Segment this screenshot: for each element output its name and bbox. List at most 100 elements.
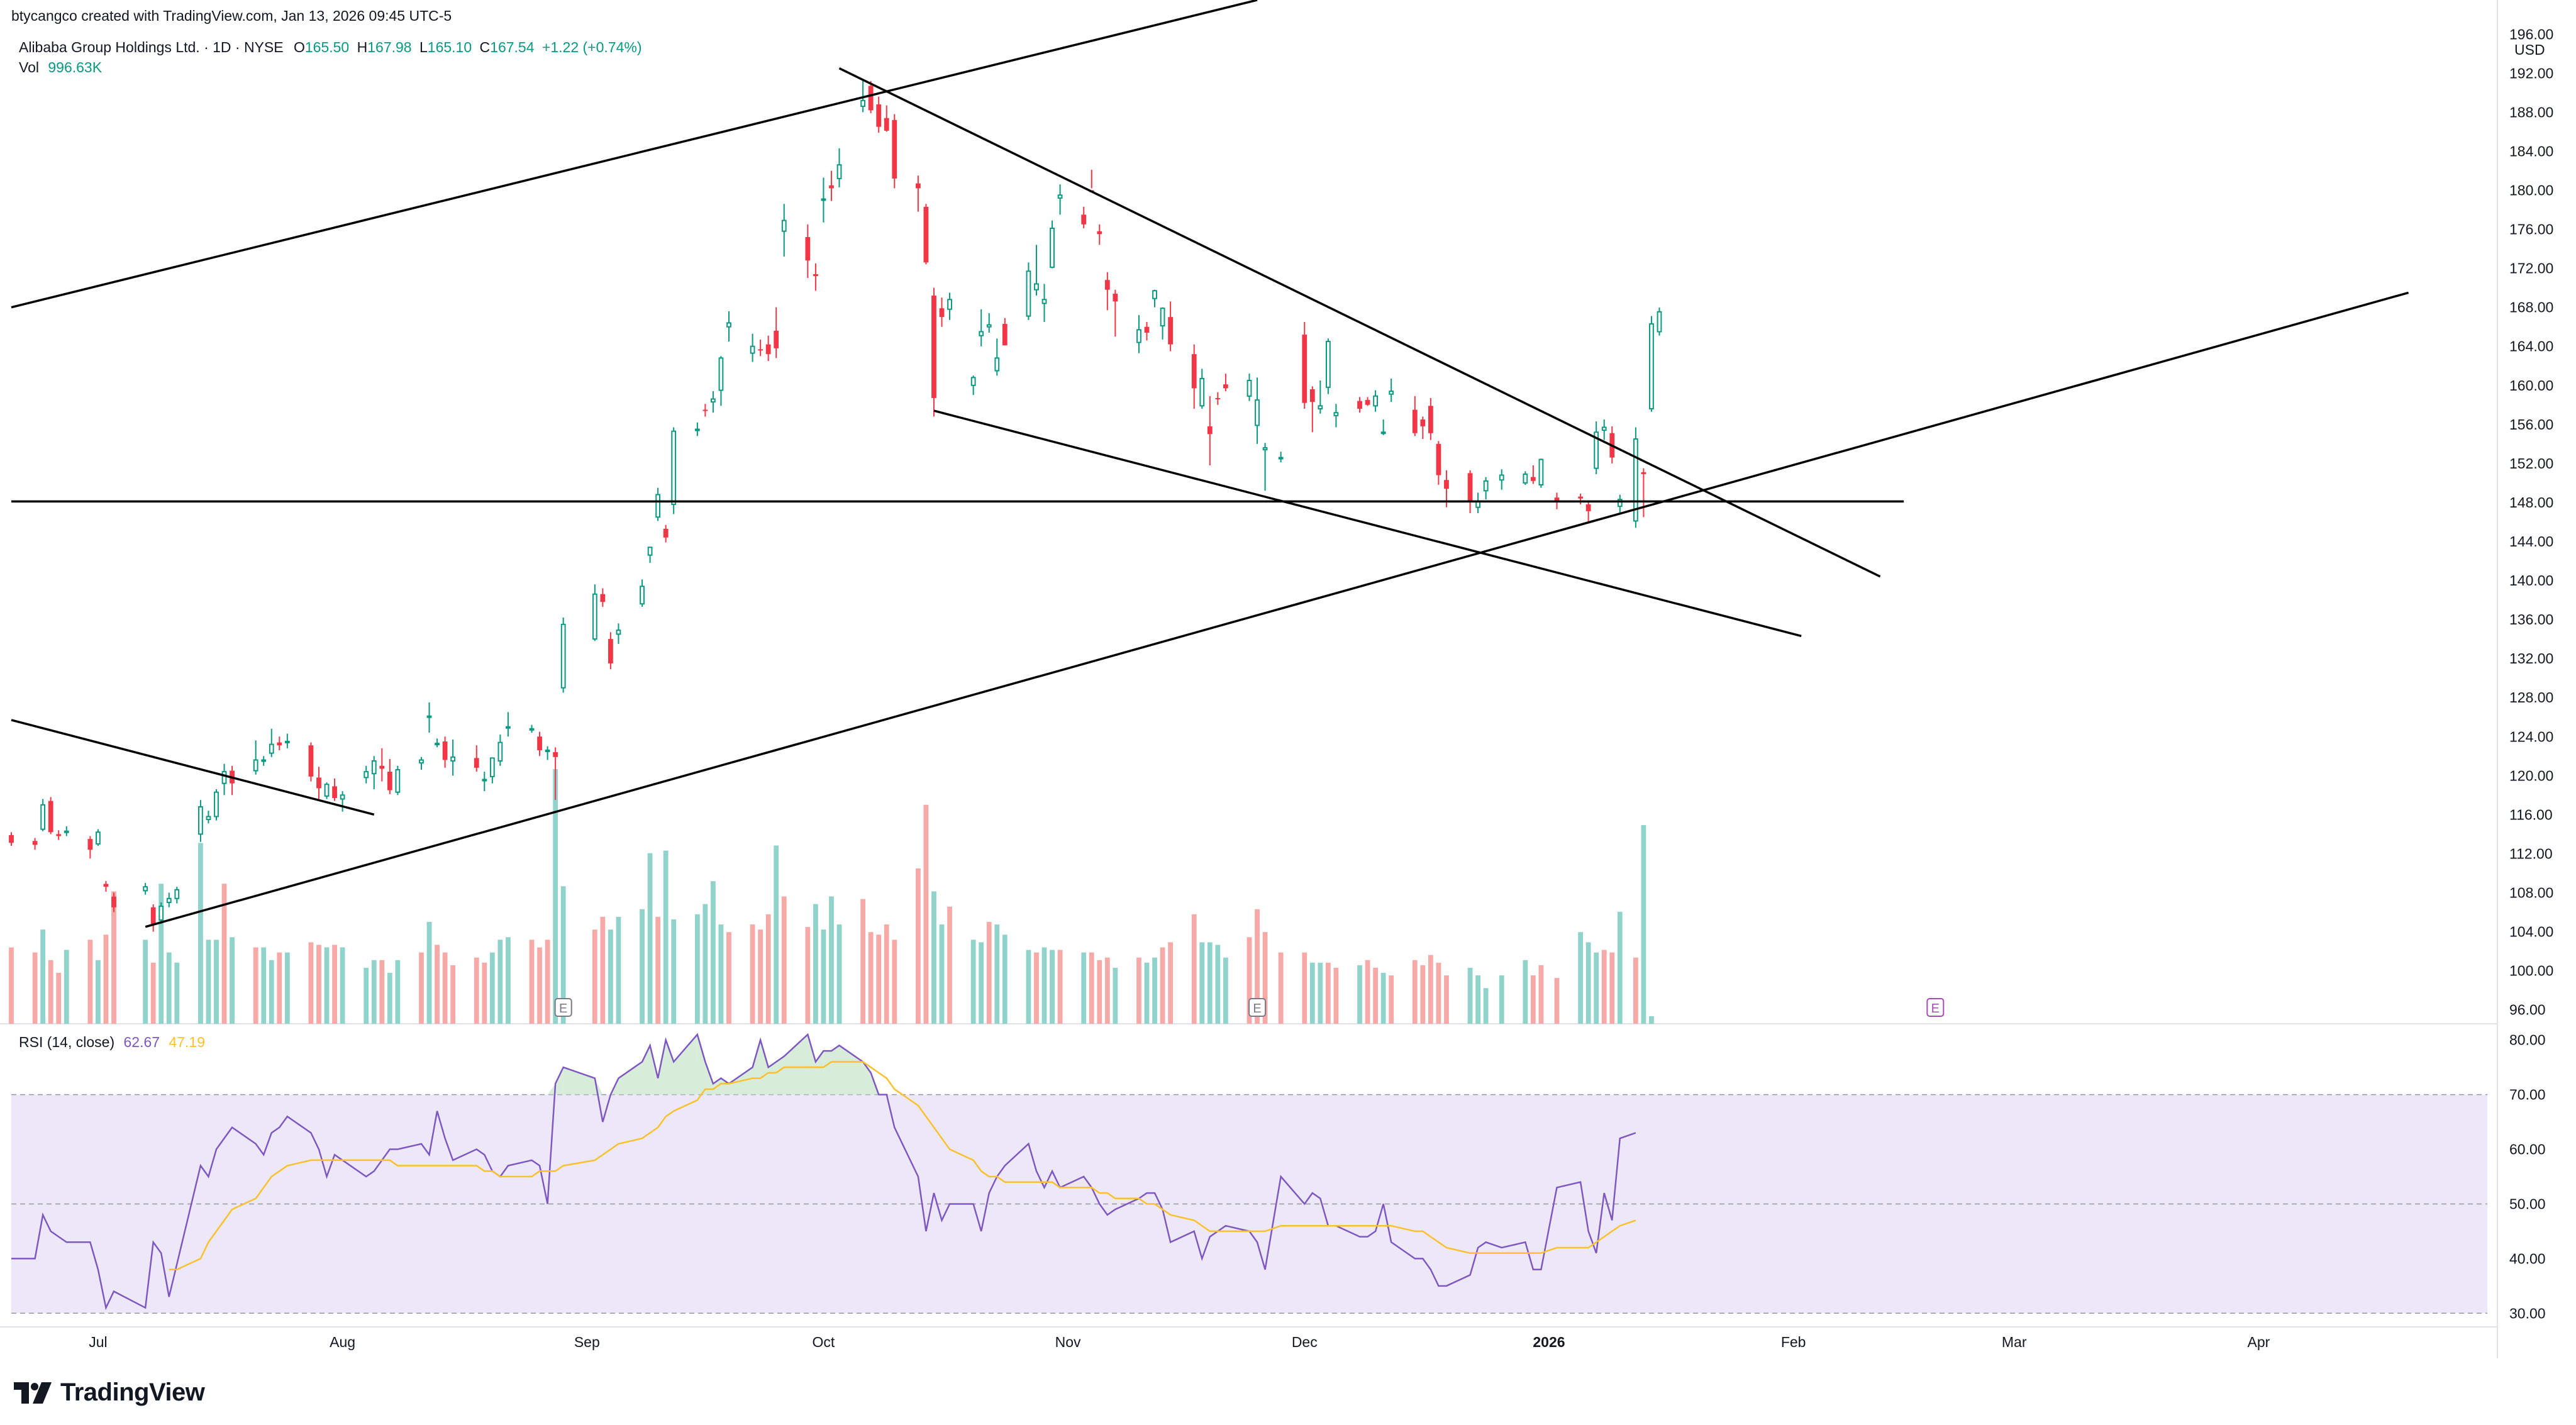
earnings-marker-box bbox=[554, 998, 572, 1017]
candle-body bbox=[489, 757, 495, 777]
close-value: 167.54 bbox=[490, 39, 535, 55]
volume-bar bbox=[750, 924, 755, 1024]
volume-label: Vol bbox=[19, 59, 39, 75]
volume-bar bbox=[1578, 932, 1583, 1024]
rsi-overbought-fill bbox=[618, 1062, 643, 1095]
volume-bar bbox=[1097, 960, 1102, 1024]
candle-body bbox=[640, 585, 645, 605]
rsi-overbought-fill bbox=[784, 1034, 808, 1095]
candle-body bbox=[56, 834, 62, 836]
price-tick-label: 188.00 bbox=[2509, 104, 2553, 120]
time-tick-label: Nov bbox=[1055, 1334, 1081, 1350]
candle-body bbox=[1057, 194, 1063, 199]
candle-body bbox=[647, 546, 653, 556]
price-tick-label: 100.00 bbox=[2509, 963, 2553, 979]
volume-bars bbox=[9, 769, 1654, 1024]
volume-bar bbox=[371, 960, 377, 1024]
tradingview-brand[interactable]: TradingView bbox=[14, 1378, 205, 1407]
candle-body bbox=[497, 741, 503, 762]
candle-body bbox=[529, 728, 535, 731]
candle-body bbox=[829, 185, 834, 189]
price-tick-label: 176.00 bbox=[2509, 221, 2553, 238]
candle-body bbox=[1444, 480, 1449, 489]
price-tick-label: 164.00 bbox=[2509, 338, 2553, 355]
volume-bar bbox=[269, 960, 274, 1024]
price-axis[interactable]: 96.00 100.00 104.00 108.00 112.00 116.00 120.0… bbox=[2509, 26, 2553, 1017]
chart-credit: btycangco created with TradingView.com, … bbox=[11, 8, 452, 24]
candle-body bbox=[1191, 354, 1197, 389]
volume-bar bbox=[230, 937, 235, 1024]
volume-bar bbox=[1641, 825, 1646, 1024]
candle-body bbox=[537, 736, 542, 750]
candle-body bbox=[1483, 480, 1489, 492]
volume-bar bbox=[206, 940, 211, 1024]
currency-label[interactable]: USD bbox=[2514, 42, 2545, 58]
rsi-pane bbox=[11, 1094, 2487, 1314]
candle-body bbox=[994, 357, 1000, 372]
candle-body bbox=[694, 428, 700, 431]
rsi-overbought-fill bbox=[555, 1067, 564, 1095]
candle-body bbox=[435, 743, 440, 746]
candle-body bbox=[1373, 395, 1378, 407]
rsi-legend[interactable]: RSI (14, close) 62.67 47.19 bbox=[19, 1034, 205, 1051]
volume-bar bbox=[56, 973, 62, 1024]
volume-bar bbox=[1223, 957, 1228, 1024]
candle-body bbox=[1585, 504, 1591, 511]
earnings-marker-label: E bbox=[1931, 1002, 1940, 1016]
volume-bar bbox=[506, 937, 511, 1024]
volume-bar bbox=[1113, 967, 1118, 1024]
rsi-overbought-fill bbox=[808, 1034, 816, 1095]
volume-bar bbox=[1318, 962, 1323, 1024]
volume-bar bbox=[1538, 965, 1544, 1024]
candle-body bbox=[1113, 293, 1118, 302]
price-tick-label: 104.00 bbox=[2509, 924, 2553, 940]
volume-bar bbox=[1475, 975, 1480, 1024]
volume-bar bbox=[1365, 960, 1370, 1024]
volume-bar bbox=[340, 947, 345, 1024]
volume-bar bbox=[332, 945, 337, 1024]
candle-body bbox=[663, 528, 669, 538]
volume-bar bbox=[1389, 975, 1394, 1024]
rsi-ma-line bbox=[169, 1061, 1636, 1270]
candle-body bbox=[261, 759, 267, 762]
volume-bar bbox=[671, 919, 677, 1024]
volume-bar bbox=[986, 922, 992, 1024]
volume-bar bbox=[1373, 967, 1378, 1024]
volume-bar bbox=[616, 916, 621, 1024]
candle-body bbox=[805, 236, 811, 261]
volume-legend[interactable]: Vol 996.63K bbox=[19, 59, 102, 76]
low-label: L bbox=[419, 39, 428, 55]
price-tick-label: 168.00 bbox=[2509, 299, 2553, 316]
time-tick-label: Mar bbox=[2002, 1334, 2027, 1350]
rsi-overbought-fill bbox=[776, 1056, 784, 1095]
volume-bar bbox=[1467, 967, 1473, 1024]
price-tick-label: 116.00 bbox=[2509, 806, 2553, 823]
volume-bar bbox=[1199, 942, 1205, 1024]
volume-bar bbox=[64, 950, 69, 1024]
volume-bar bbox=[261, 947, 267, 1024]
volume-bar bbox=[1428, 955, 1433, 1024]
volume-bar bbox=[1050, 950, 1055, 1024]
symbol-legend[interactable]: Alibaba Group Holdings Ltd. · 1D · NYSE … bbox=[19, 39, 641, 56]
price-tick-label: 192.00 bbox=[2509, 65, 2553, 81]
candle-body bbox=[166, 897, 172, 903]
rsi-overbought-fill bbox=[658, 1040, 666, 1095]
candle-body bbox=[1325, 340, 1331, 388]
lower-channel-line bbox=[145, 291, 2409, 928]
rsi-overbought-fill bbox=[760, 1040, 769, 1095]
volume-bar bbox=[640, 909, 645, 1024]
volume-bar bbox=[923, 804, 929, 1024]
volume-bar bbox=[435, 945, 440, 1024]
trendlines[interactable] bbox=[11, 0, 2409, 928]
falling-resistance-line bbox=[838, 67, 1881, 578]
time-axis[interactable]: Jul Aug Sep Oct Nov Dec 2026 Feb Mar Apr bbox=[89, 1334, 2270, 1350]
volume-bar bbox=[813, 904, 818, 1024]
volume-bar bbox=[40, 929, 46, 1024]
candle-body bbox=[655, 494, 661, 518]
rsi-overbought-fill bbox=[650, 1045, 658, 1095]
volume-bar bbox=[711, 881, 716, 1024]
rsi-axis[interactable]: 30.00 40.00 50.00 60.00 70.00 80.00 bbox=[2509, 1032, 2546, 1322]
volume-bar bbox=[947, 906, 952, 1024]
